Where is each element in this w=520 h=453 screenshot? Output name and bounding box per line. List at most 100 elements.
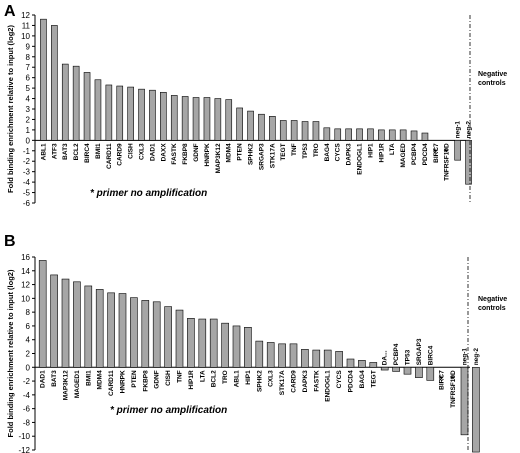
- bar-hip1: [244, 327, 252, 368]
- bar-dapk3: [345, 128, 352, 141]
- category-label-birc7: BIRC7: [439, 370, 446, 390]
- bar-bmi1: [94, 79, 102, 141]
- panel-letter-B: B: [4, 233, 16, 250]
- bar-cish: [164, 306, 172, 368]
- category-label-tro: TRO: [222, 370, 229, 384]
- category-label-bag4: BAG4: [324, 143, 331, 161]
- category-label-endogl1: ENDOGL1: [325, 370, 332, 402]
- category-label-map3k12: MAP3K12: [63, 370, 70, 400]
- y-tick-label: 6: [26, 322, 31, 331]
- category-label-srgap3: SRGAP3: [416, 338, 423, 365]
- bar-fastk: [170, 95, 178, 141]
- bar-birc4: [83, 72, 91, 141]
- category-label-stk17a: STK17A: [279, 370, 286, 395]
- y-tick-label: 7: [26, 63, 31, 72]
- category-label-sphk2: SPHK2: [256, 370, 263, 392]
- negative-controls-label: Negative controls: [478, 296, 507, 312]
- category-label-dad1: DAD1: [40, 370, 47, 388]
- bar-tnf: [175, 309, 184, 368]
- category-label-tnfrsf10d: TNFRSF10D: [444, 143, 451, 181]
- bar-sphk2: [255, 340, 264, 368]
- y-axis-label: Fold binding enrichment relative to inpu…: [6, 25, 15, 193]
- bar-neg-2: [472, 366, 480, 453]
- bar-sphk2: [247, 110, 254, 141]
- bar-tro: [312, 121, 320, 141]
- category-label-pdcd4: PDCD4: [348, 370, 355, 392]
- y-tick-label: 6: [26, 74, 31, 83]
- category-label-gdnf: GDNF: [193, 143, 200, 161]
- category-label-stk17a: STK17A: [269, 143, 276, 168]
- bar-pten: [130, 297, 138, 368]
- bar-da...: [380, 366, 389, 371]
- bar-fkbp8: [181, 96, 189, 141]
- bar-cish: [127, 86, 134, 141]
- y-tick-label: 4: [26, 336, 31, 345]
- bar-gdnf: [152, 301, 161, 368]
- category-label-maged: MAGED: [400, 143, 407, 168]
- bar-dad1: [38, 260, 47, 368]
- bar-bcl2: [72, 65, 80, 141]
- bar-birc4: [426, 366, 435, 381]
- y-tick-label: 3: [26, 105, 31, 114]
- bar-tp53: [403, 366, 412, 375]
- category-label-cxl3: CXL3: [139, 143, 146, 160]
- bar-pdcd4: [421, 132, 429, 141]
- y-tick-label: -3: [23, 168, 31, 177]
- y-tick-label: 8: [26, 308, 31, 317]
- bar-map3k12: [61, 278, 70, 368]
- category-label-cish: CISH: [165, 370, 172, 386]
- y-tick-label: 9: [26, 42, 31, 51]
- category-label-abl1: ABL1: [234, 370, 241, 387]
- bar-hip1: [367, 128, 374, 141]
- category-label-srgap3: SRGAP3: [258, 143, 265, 170]
- bar-daxx: [160, 91, 167, 141]
- bar-hnrpk: [203, 97, 211, 141]
- y-tick-label: -6: [23, 405, 31, 414]
- category-label-neg-1: neg-1: [455, 121, 462, 139]
- y-tick-label: 5: [26, 84, 31, 93]
- primer-note: * primer no amplification: [110, 405, 227, 416]
- bar-hnrpk: [118, 293, 127, 368]
- bar-pcbp4: [410, 130, 418, 141]
- bar-tro: [221, 322, 229, 368]
- y-tick-label: 11: [22, 21, 31, 30]
- y-tick-label: 10: [21, 32, 30, 41]
- category-label-pdcd4: PDCD4: [422, 143, 429, 165]
- y-tick-label: -2: [23, 377, 31, 386]
- bar-bag4: [323, 127, 331, 141]
- bar-pcbp4: [392, 366, 400, 372]
- category-label-tp53: TP53: [405, 349, 412, 365]
- category-label-bcl2: BCL2: [73, 143, 80, 160]
- category-label-hip1: HIP1: [245, 370, 252, 385]
- bar-bat3: [61, 63, 69, 141]
- category-label-abl1: ABL1: [40, 143, 47, 160]
- star-marker-birc7: *: [439, 374, 443, 385]
- y-tick-label: 0: [26, 363, 31, 372]
- bar-card11: [105, 84, 113, 141]
- bar-srgap3: [415, 366, 423, 378]
- y-tick-label: -4: [23, 178, 31, 187]
- category-label-hip1r: HIP1R: [188, 370, 195, 389]
- category-label-neg-2: neg-2: [466, 121, 473, 139]
- category-label-mdm4: MDM4: [97, 370, 104, 390]
- y-tick-label: 1: [26, 126, 31, 135]
- category-label-birc4: BIRC4: [427, 345, 434, 365]
- category-label-bmi1: BMI1: [85, 370, 92, 386]
- category-label-bat3: BAT3: [62, 143, 69, 160]
- category-label-tro: TRO: [313, 143, 320, 157]
- category-label-fkbp8: FKBP8: [182, 143, 189, 165]
- bar-stk17a: [269, 116, 276, 141]
- y-tick-label: -8: [23, 418, 31, 427]
- category-label-hip1r: HIP1R: [378, 143, 385, 162]
- category-label-cxl3: CXL3: [268, 370, 275, 387]
- category-label-cycs: CYCS: [335, 143, 342, 162]
- bar-dad1: [149, 89, 156, 141]
- category-label-pcbp4: PCBP4: [393, 343, 400, 365]
- bar-mdm4: [225, 99, 233, 141]
- category-label-hnrpk: HNRPK: [204, 143, 211, 166]
- category-label-card9: CARD9: [117, 143, 124, 166]
- bar-bcl2: [209, 318, 218, 368]
- bar-card11: [107, 292, 115, 368]
- y-tick-label: -10: [18, 432, 30, 441]
- category-label-birc4: BIRC4: [84, 143, 91, 163]
